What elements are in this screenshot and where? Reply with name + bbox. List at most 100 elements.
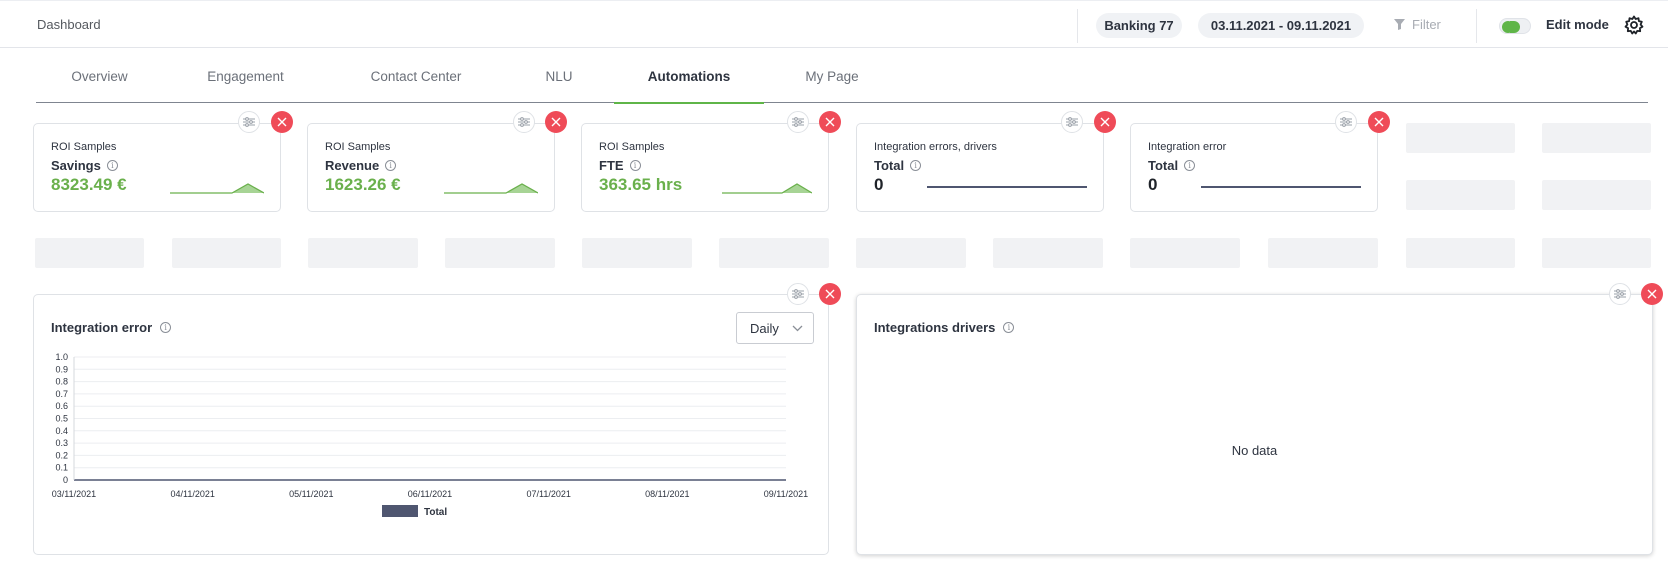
date-range-picker[interactable]: 03.11.2021 - 09.11.2021 [1198,13,1364,38]
edit-mode-toggle[interactable] [1499,18,1531,34]
kpi-card-savings: ROI Samples Savings i 8323.49 € [33,123,281,212]
close-icon [825,289,835,299]
toggle-track [1510,21,1520,33]
tab-automations[interactable]: Automations [614,50,764,104]
card-remove-button[interactable] [1641,283,1663,305]
placeholder-tile[interactable] [582,238,692,268]
card-remove-button[interactable] [1094,111,1116,133]
sparkline [170,183,264,194]
card-settings-button[interactable] [513,111,535,133]
kpi-value: 0 [1148,175,1158,194]
info-icon[interactable]: i [1184,160,1196,171]
placeholder-tile[interactable] [719,238,829,268]
placeholder-tile[interactable] [993,238,1103,268]
card-settings-button[interactable] [1335,111,1357,133]
sliders-icon [243,117,255,127]
y-tick-label: 0.1 [55,463,68,473]
kpi-card-fte: ROI Samples FTE i 363.65 hrs [581,123,829,212]
tab-engagement[interactable]: Engagement [207,69,284,84]
x-tick-label: 08/11/2021 [645,489,689,499]
chevron-down-icon [792,325,803,332]
kpi-metric: Savings i [51,158,118,173]
card-remove-button[interactable] [819,111,841,133]
card-settings-button[interactable] [238,111,260,133]
kpi-metric-label: Total [874,158,905,173]
integration-error-chart: 1.0 0.9 0.8 0.7 0.6 0.5 0.4 0.3 0.2 0.1 0 03/11/202… [52,352,808,518]
sparkline [444,183,538,194]
tab-bar: Overview Engagement Contact Center NLU A… [36,50,1648,104]
sliders-icon [792,117,804,127]
sliders-icon [1340,117,1352,127]
placeholder-tile[interactable] [1542,180,1651,210]
placeholder-tile[interactable] [1130,238,1240,268]
info-icon[interactable]: i [385,160,397,171]
placeholder-tile[interactable] [1406,180,1515,210]
placeholder-tile[interactable] [1406,238,1515,268]
info-icon[interactable]: i [629,160,641,171]
y-tick-label: 0.6 [55,401,68,411]
kpi-metric-label: Revenue [325,158,380,173]
tab-nlu[interactable]: NLU [545,69,573,84]
x-tick-label: 07/11/2021 [526,489,570,499]
y-tick-label: 0.7 [55,389,68,399]
card-settings-button[interactable] [1609,283,1631,305]
placeholder-tile[interactable] [1268,238,1378,268]
breadcrumb[interactable]: Dashboard [37,17,101,32]
gear-icon[interactable] [1624,15,1644,35]
y-tick-label: 1.0 [55,352,68,362]
legend-swatch [382,505,418,517]
placeholder-tile[interactable] [445,238,555,268]
y-tick-label: 0 [63,475,68,485]
kpi-metric-label: Savings [51,158,101,173]
tab-my-page[interactable]: My Page [805,69,859,84]
kpi-value: 8323.49 € [51,175,127,194]
close-icon [1647,289,1657,299]
card-settings-button[interactable] [787,111,809,133]
granularity-select[interactable]: Daily [736,312,814,344]
info-icon[interactable]: i [1003,322,1015,333]
filter-button[interactable]: Filter [1394,17,1441,32]
sparkline [927,186,1087,188]
filter-label: Filter [1412,17,1441,32]
panel-title: Integrations drivers i [874,320,1015,335]
kpi-card-integration-error: Integration error Total i 0 [1130,123,1378,212]
filter-icon [1394,19,1405,30]
y-tick-label: 0.2 [55,450,68,460]
sparkline [722,183,812,194]
legend-label: Total [424,507,447,518]
bank-selector[interactable]: Banking 77 [1096,13,1182,38]
sliders-icon [1614,289,1626,299]
placeholder-tile[interactable] [35,238,144,268]
kpi-value: 0 [874,175,884,194]
info-icon[interactable]: i [910,160,922,171]
y-tick-label: 0.8 [55,377,68,387]
card-settings-button[interactable] [1061,111,1083,133]
y-tick-label: 0.9 [55,364,68,374]
placeholder-tile[interactable] [856,238,966,268]
tab-contact-center[interactable]: Contact Center [370,69,462,84]
kpi-kicker: Integration errors, drivers [874,141,997,153]
close-icon [1374,117,1384,127]
x-tick-label: 03/11/2021 [52,489,96,499]
sparkline [1201,186,1361,188]
kpi-value: 1623.26 € [325,175,401,194]
info-icon[interactable]: i [160,322,172,333]
info-icon[interactable]: i [106,160,118,171]
card-remove-button[interactable] [545,111,567,133]
kpi-metric: FTE i [599,158,641,173]
placeholder-tile[interactable] [1542,123,1651,153]
kpi-card-integration-errors-drivers: Integration errors, drivers Total i 0 [856,123,1104,212]
placeholder-tile[interactable] [1406,123,1515,153]
card-remove-button[interactable] [271,111,293,133]
card-remove-button[interactable] [819,283,841,305]
card-settings-button[interactable] [787,283,809,305]
tab-overview[interactable]: Overview [71,69,128,84]
divider [1077,9,1078,43]
card-remove-button[interactable] [1368,111,1390,133]
x-tick-label: 05/11/2021 [289,489,333,499]
placeholder-tile[interactable] [172,238,281,268]
placeholder-tile[interactable] [308,238,418,268]
integrations-drivers-panel: Integrations drivers i No data [856,294,1653,555]
kpi-kicker: ROI Samples [325,141,391,153]
placeholder-tile[interactable] [1542,238,1651,268]
